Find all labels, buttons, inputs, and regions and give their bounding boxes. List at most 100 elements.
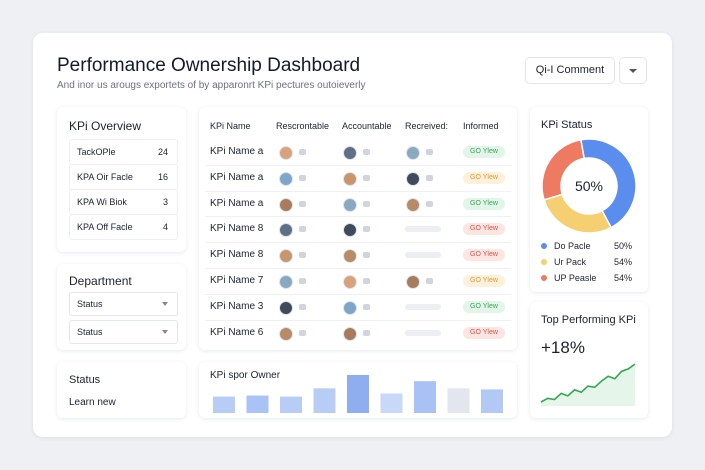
status-panel [57,362,186,418]
avatar-badge [299,278,306,284]
caret [162,302,168,306]
status-tag[interactable]: GO Ylew [463,249,505,262]
select-box[interactable]: Status [69,320,178,344]
row-box [69,214,178,240]
legend-label: Ur Pack [554,257,587,267]
legend-label: UP Peasle [554,273,597,283]
avatar-badge [363,174,370,181]
status-tag[interactable]: GO Ylew [463,300,505,313]
row-value: 3 [162,197,168,207]
legend-label: Do Pacle [554,241,591,251]
avatar-badge [363,329,370,336]
avatar [279,326,293,341]
row-label: KPA Off Facle [77,222,133,232]
legend-value: 50% [613,241,632,251]
row-value: 4 [162,222,168,232]
avatar [406,197,420,212]
bar [380,393,403,413]
donut-segment [541,138,586,201]
row-label: KPA Oir Facle [77,172,133,182]
bar [313,388,336,413]
kpi-overview-panel [57,107,186,252]
row-divider [205,190,511,192]
panel-title: Top Performing KPi [541,314,636,326]
owner-bar-chart [213,375,503,413]
avatar-badge [299,149,306,155]
kpi-name: KPi Name 8 [210,249,264,261]
bar [347,375,369,413]
column-header: Rescrontable [276,121,330,131]
avatar-badge [363,278,370,284]
avatar [343,300,357,315]
legend-dot [541,259,547,265]
avatar [279,223,293,238]
column-header: Informed [463,121,499,131]
kpi-name: KPi Name 8 [210,223,264,235]
kpi-name: KPi Name a [210,197,264,209]
kpi-name: KPi Name 7 [210,275,264,286]
bar [280,396,302,413]
placeholder-bar [405,252,441,259]
status-tag[interactable]: GO Ylew [463,326,505,339]
caret [629,69,637,73]
status-link[interactable]: Learn new [69,397,116,408]
avatar [343,275,357,289]
donut-segment [579,138,637,229]
legend-value: 54% [613,257,632,267]
avatar [406,171,420,186]
bar [414,381,436,413]
avatar-badge [426,200,433,207]
select-label: Status [77,299,103,309]
avatar [343,326,357,341]
avatar-badge [299,252,306,259]
avatar-badge [363,226,370,233]
comment-button[interactable]: Qi-I Comment [525,57,615,84]
select-label: Status [77,327,103,337]
row-divider [205,242,511,244]
panel-title: KPi Status [541,119,593,131]
bar [246,395,269,413]
row-value: 24 [157,147,168,157]
bar [213,396,235,413]
placeholder-bar [405,303,441,310]
avatar-badge [363,149,370,155]
caret [162,330,168,334]
legend-dot [541,243,547,249]
row-label: KPA Wi Biok [77,197,127,207]
avatar [406,146,420,160]
avatar-badge [363,252,370,259]
legend-dot [541,275,547,281]
trend-chart [540,363,636,406]
dropdown-button[interactable] [619,57,647,84]
row-divider [205,164,511,166]
panel-title: Status [69,374,101,386]
kpi-name: KPi Name 3 [210,300,264,312]
status-tag[interactable]: GO Ylew [463,171,505,184]
status-tag[interactable]: GO Ylew [463,146,505,158]
kpi-name: KPi Name a [210,171,264,183]
avatar-badge [363,200,370,207]
row-divider [205,319,511,321]
avatar-badge [426,174,433,181]
avatar [279,300,293,315]
row-value: 16 [157,172,168,182]
avatar-badge [426,149,433,155]
donut-chart [541,138,637,234]
avatar [343,223,357,238]
avatar-badge [426,278,433,284]
status-tag[interactable]: GO Ylew [463,223,505,236]
avatar [279,146,293,160]
avatar-badge [299,303,306,310]
avatar [343,146,357,160]
avatar-badge [299,226,306,233]
avatar [279,171,293,186]
department-panel [57,264,186,350]
select-box[interactable]: Status [69,292,178,316]
status-tag[interactable]: GO Ylew [463,275,505,287]
row-divider [205,293,511,295]
avatar-badge [299,174,306,181]
kpi-name: KPi Name a [210,146,264,157]
avatar [406,275,420,289]
avatar-badge [363,303,370,310]
status-tag[interactable]: GO Ylew [463,197,505,210]
